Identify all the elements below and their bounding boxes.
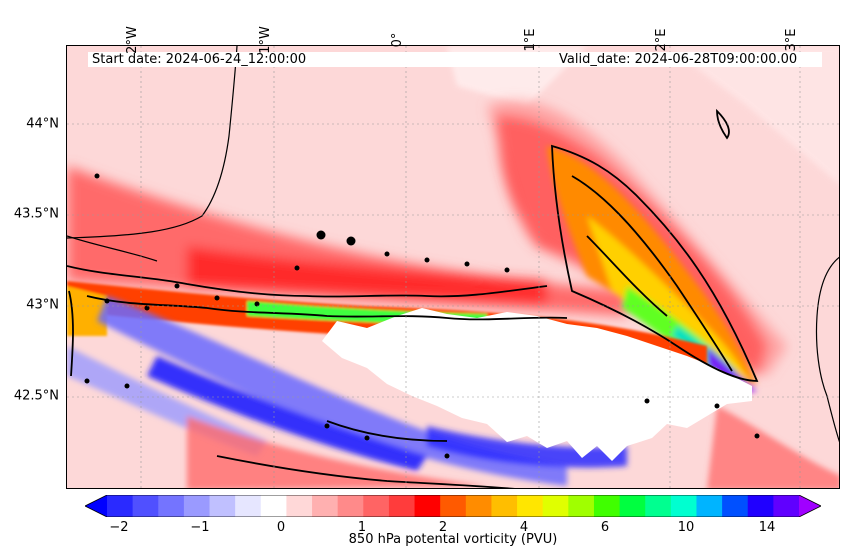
pv-field-map bbox=[67, 46, 839, 488]
border-west bbox=[67, 235, 158, 262]
colorbar-segment bbox=[722, 495, 749, 517]
colorbar-segment bbox=[517, 495, 544, 517]
contour-blob bbox=[104, 298, 110, 304]
colorbar-segment bbox=[337, 495, 364, 517]
contour-blob bbox=[214, 295, 220, 301]
contour-south bbox=[216, 455, 516, 488]
contour-plume-inner bbox=[571, 175, 733, 372]
colorbar-segment bbox=[542, 495, 569, 517]
colorbar-segment bbox=[773, 495, 800, 517]
colorbar-tick-label: 4 bbox=[519, 520, 529, 535]
colorbar-tick-label: −2 bbox=[109, 520, 129, 535]
colorbar-tick-label: 1 bbox=[357, 520, 367, 535]
colorbar-tick-label: 6 bbox=[600, 520, 610, 535]
contour-blob bbox=[324, 423, 330, 429]
red-band-se bbox=[707, 406, 839, 488]
lat-label-42-5n: 42.5°N bbox=[13, 388, 59, 404]
contour-blob bbox=[94, 173, 100, 179]
colorbar-title: 850 hPa potental vorticity (PVU) bbox=[348, 532, 558, 547]
colorbar-tick-label: 0 bbox=[276, 520, 286, 535]
colorbar-segment bbox=[747, 495, 774, 517]
colorbar-segment bbox=[235, 495, 262, 517]
lon-label-0: 0° bbox=[390, 32, 405, 48]
date-banner bbox=[88, 52, 822, 67]
contour-plume-inner-2 bbox=[586, 235, 668, 317]
colorbar-segment bbox=[209, 495, 236, 517]
red-band-core bbox=[187, 246, 547, 304]
contour-blob bbox=[294, 265, 300, 271]
blue-band-1 bbox=[97, 296, 567, 486]
lon-label-2e: 2°E bbox=[654, 28, 669, 52]
colorbar-tick-label: 14 bbox=[758, 520, 776, 535]
colorbar-segment bbox=[414, 495, 441, 517]
colorbar-segment bbox=[696, 495, 723, 517]
lon-label-1e: 1°E bbox=[523, 28, 538, 52]
contour-blob bbox=[124, 383, 130, 389]
colorbar-segment bbox=[593, 495, 621, 517]
contour-blob bbox=[444, 453, 450, 459]
map-panel bbox=[66, 45, 840, 489]
contour-south-2 bbox=[326, 420, 448, 442]
lon-label-1w: 1°W bbox=[258, 26, 273, 54]
contour-blob bbox=[384, 251, 390, 257]
colorbar-tick-label: −1 bbox=[190, 520, 210, 535]
blue-band-2 bbox=[147, 356, 427, 471]
lat-label-44n: 44°N bbox=[26, 116, 59, 132]
station-marker-1 bbox=[316, 230, 326, 240]
colorbar-segment bbox=[465, 495, 492, 517]
lon-label-2w: 2°W bbox=[125, 26, 140, 54]
colorbar-segment bbox=[568, 495, 595, 517]
colorbar-segment bbox=[491, 495, 518, 517]
colorbar-tick-label: 10 bbox=[677, 520, 695, 535]
blue-band-4 bbox=[427, 426, 627, 468]
colorbar-segment bbox=[312, 495, 339, 517]
contour-blob bbox=[644, 398, 650, 404]
colorbar-segment bbox=[363, 495, 390, 517]
colorbar-segment bbox=[107, 495, 134, 517]
colorbar-segment bbox=[132, 495, 159, 517]
contour-blob bbox=[504, 267, 510, 273]
contour-west bbox=[68, 290, 74, 377]
contour-ridge-2 bbox=[86, 295, 568, 321]
colorbar-segment bbox=[286, 495, 313, 517]
pale-streak-right bbox=[667, 46, 839, 185]
colorbar-tick-label: 2 bbox=[438, 520, 448, 535]
colorbar-segment bbox=[670, 495, 697, 517]
contour-plume bbox=[551, 144, 759, 382]
colorbar bbox=[85, 495, 821, 517]
coastline-atlantic bbox=[67, 46, 238, 239]
coastline-med bbox=[815, 256, 839, 443]
colorbar-segment bbox=[260, 495, 287, 517]
colorbar-extend-max bbox=[799, 495, 821, 517]
colorbar-segment bbox=[440, 495, 467, 517]
contour-blob bbox=[174, 283, 180, 289]
contour-blob bbox=[364, 435, 370, 441]
contour-ridge bbox=[67, 265, 548, 298]
colorbar-segment bbox=[388, 495, 416, 517]
contour-blob bbox=[464, 261, 470, 267]
contour-blob bbox=[424, 257, 430, 263]
valid-date-label: Valid_date: 2024-06-28T09:00:00.00 bbox=[559, 52, 798, 67]
colorbar-segment bbox=[619, 495, 646, 517]
colorbar-segment bbox=[645, 495, 672, 517]
colorbar-segment bbox=[158, 495, 185, 517]
lon-label-3e: 3°E bbox=[784, 28, 799, 52]
contour-blob bbox=[144, 305, 150, 311]
station-marker-2 bbox=[346, 236, 356, 246]
colorbar-extend-min bbox=[85, 495, 107, 517]
missing-data-region bbox=[322, 308, 752, 461]
contour-blob bbox=[84, 378, 90, 384]
contour-blob bbox=[714, 403, 720, 409]
red-band-south bbox=[187, 416, 487, 488]
yellow-tongue bbox=[587, 216, 752, 386]
start-date-label: Start date: 2024-06-24_12:00:00 bbox=[92, 52, 307, 67]
colorbar-segment bbox=[183, 495, 211, 517]
contour-ne-swirl bbox=[716, 108, 730, 140]
lat-label-43n: 43°N bbox=[26, 297, 59, 313]
lat-label-43-5n: 43.5°N bbox=[13, 206, 59, 222]
contour-blob bbox=[254, 301, 260, 307]
contour-blob bbox=[754, 433, 760, 439]
